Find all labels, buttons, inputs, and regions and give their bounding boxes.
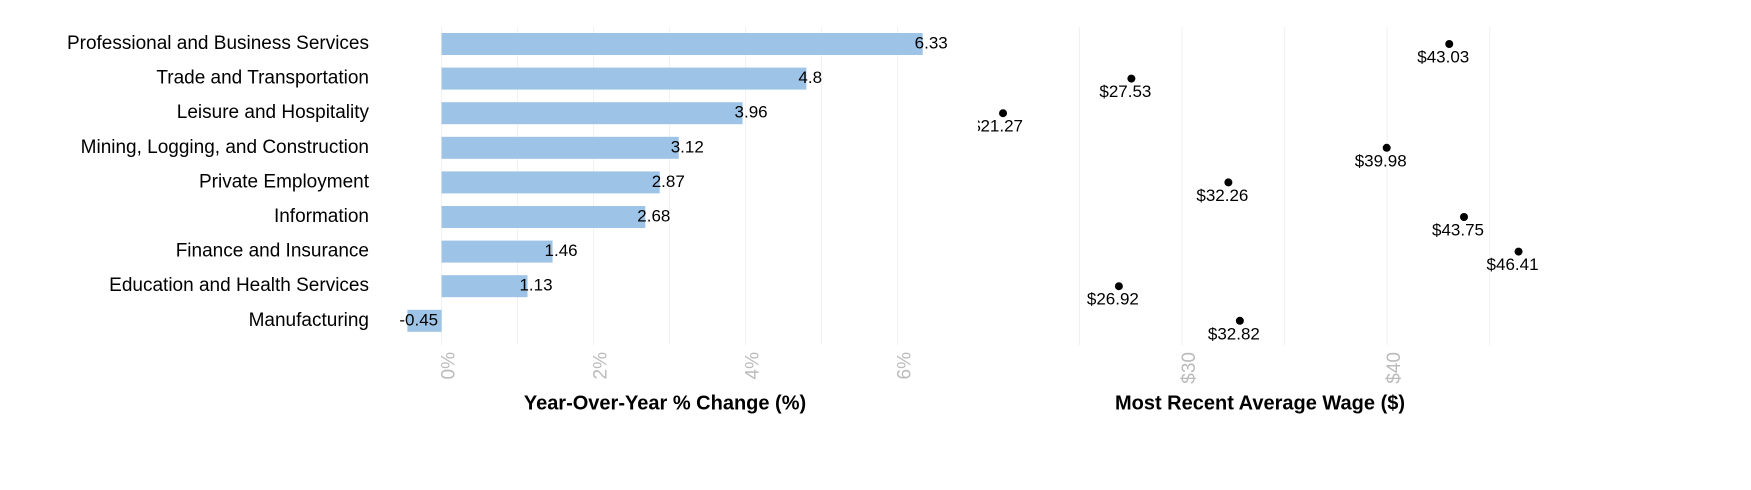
category-label: Finance and Insurance: [176, 241, 369, 262]
category-label: Education and Health Services: [109, 275, 369, 296]
dot-layer: $43.03 $27.53 $21.27 $39.98 $32.26 $43.75$46.…: [971, 40, 1539, 343]
bar: [441, 33, 923, 55]
bar: [441, 67, 807, 90]
dot: [1460, 213, 1468, 221]
value-label: $43.75: [1432, 220, 1484, 239]
value-label: $32.26: [1196, 186, 1248, 205]
bar: [441, 171, 660, 194]
category-label: Trade and Transportation: [156, 68, 369, 89]
value-label: $21.27: [971, 117, 1023, 136]
value-label: 3.96: [735, 103, 768, 122]
value-label: $43.03: [1417, 47, 1469, 66]
value-label: 1.46: [545, 241, 578, 260]
bar: [441, 275, 528, 298]
value-label: 1.13: [519, 276, 552, 295]
bar: [407, 309, 442, 332]
dot: [1445, 40, 1454, 48]
dot: [1114, 282, 1123, 291]
x-tick-label: 0%: [439, 352, 460, 380]
value-label: -0.45: [399, 310, 438, 329]
category-label: Private Employment: [199, 171, 370, 192]
bar: [441, 206, 646, 228]
dot: [999, 109, 1008, 118]
value-label: 6.33: [915, 33, 948, 52]
value-label: 3.12: [671, 137, 704, 156]
value-label: 2.68: [637, 206, 670, 225]
x-tick-label: 6%: [895, 352, 916, 380]
value-label: $46.41: [1487, 255, 1539, 274]
bar: [441, 240, 553, 263]
category-label: Manufacturing: [249, 310, 369, 331]
value-label: 2.87: [652, 172, 685, 191]
x-tick-label: $30: [1179, 352, 1200, 384]
dot: [1382, 143, 1391, 152]
dot: [1235, 316, 1244, 325]
x-tick-label: 2%: [591, 352, 612, 380]
bar: [441, 102, 743, 125]
category-label: Information: [274, 206, 369, 227]
dot: [1224, 178, 1233, 187]
dot: [1127, 74, 1136, 83]
x-tick-label: $40: [1384, 352, 1405, 384]
x-axis-title: Year-Over-Year % Change (%): [524, 392, 806, 414]
value-label: $27.53: [1099, 82, 1151, 101]
x-tick-label: 4%: [743, 352, 764, 380]
value-label: $26.92: [1087, 290, 1139, 309]
category-label: Leisure and Hospitality: [177, 102, 370, 123]
value-label: 4.8: [798, 68, 822, 87]
value-label: $32.82: [1208, 324, 1260, 343]
dot: [1514, 247, 1523, 256]
category-label: Professional and Business Services: [67, 33, 369, 54]
value-label: $39.98: [1355, 151, 1407, 170]
bar: [441, 136, 679, 159]
category-label: Mining, Logging, and Construction: [81, 137, 369, 158]
x-axis-title: Most Recent Average Wage ($): [1115, 392, 1405, 414]
